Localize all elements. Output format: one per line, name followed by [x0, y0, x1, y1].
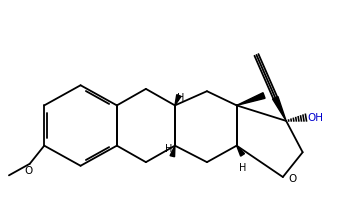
Polygon shape [170, 146, 175, 157]
Text: H: H [177, 93, 184, 103]
Text: H: H [239, 163, 246, 173]
Polygon shape [175, 95, 181, 105]
Polygon shape [272, 97, 286, 121]
Polygon shape [237, 146, 244, 156]
Polygon shape [237, 93, 265, 105]
Text: O: O [289, 174, 297, 184]
Text: H: H [165, 144, 172, 154]
Text: OH: OH [308, 113, 323, 123]
Text: O: O [24, 166, 32, 176]
